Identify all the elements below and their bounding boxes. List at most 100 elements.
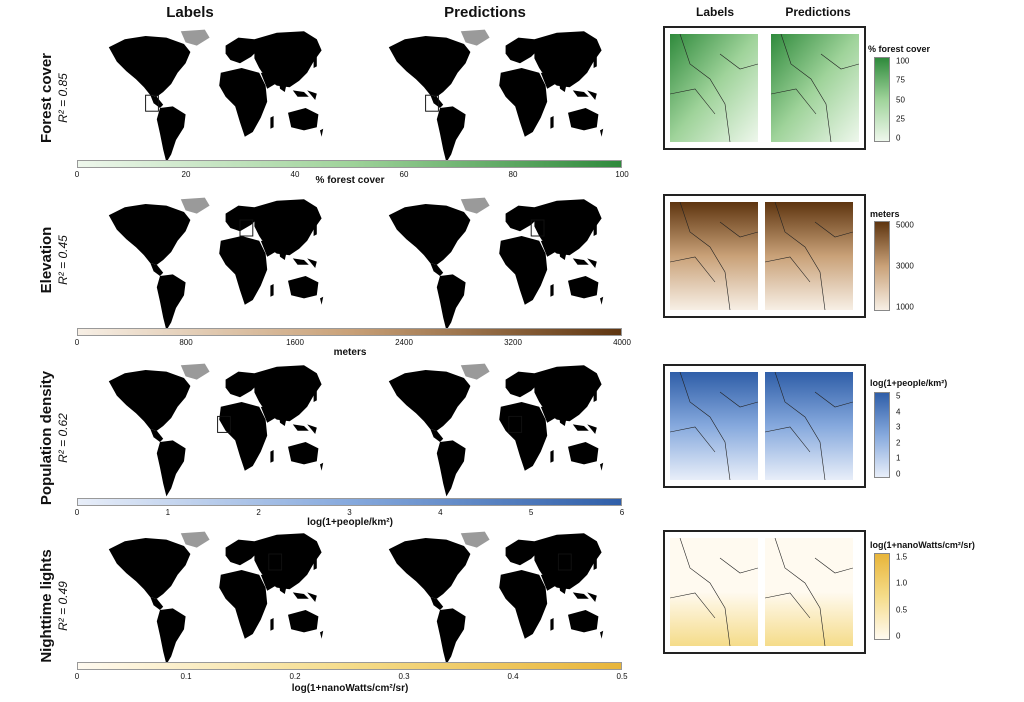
colorbar-tick: 4 xyxy=(438,508,443,517)
elevation-colorbar xyxy=(77,328,622,336)
colorbar-tick: 1600 xyxy=(286,338,304,347)
r2-value: R² = 0.49 xyxy=(56,581,70,631)
lights-legend-bar xyxy=(874,553,890,640)
r2-value: R² = 0.62 xyxy=(56,413,70,463)
colorbar-tick: 0 xyxy=(74,338,80,347)
variable-name: Forest cover xyxy=(38,52,55,144)
colorbar-tick: 3 xyxy=(347,508,352,517)
forest-colorbar xyxy=(77,160,622,168)
legend-tick: 1.0 xyxy=(896,578,908,588)
region-box xyxy=(239,219,254,237)
forest-inset-labels xyxy=(670,34,758,142)
colorbar-tick: 100 xyxy=(615,170,629,179)
elevation-legend-bar xyxy=(874,221,890,311)
row-title-forest: Forest cover R² = 0.85 xyxy=(38,18,78,178)
labels-column-header: Labels xyxy=(166,4,214,21)
legend-tick: 0 xyxy=(896,133,901,143)
lights-inset-labels xyxy=(670,538,758,646)
inset-labels-header: Labels xyxy=(695,5,734,19)
colorbar-tick: 0 xyxy=(74,508,80,517)
legend-tick: 1000 xyxy=(896,302,914,312)
population-legend-title: log(1+people/km²) xyxy=(870,378,948,388)
legend-tick: 1 xyxy=(896,453,901,463)
region-box xyxy=(217,415,231,433)
colorbar-tick: 0.2 xyxy=(289,672,301,681)
colorbar-tick: 2 xyxy=(256,508,261,517)
variable-name: Elevation xyxy=(38,226,55,294)
region-box xyxy=(268,553,283,571)
r2-value: R² = 0.45 xyxy=(56,235,70,285)
colorbar-tick: 0.3 xyxy=(398,672,410,681)
variable-name: Nighttime lights xyxy=(38,549,55,663)
elevation-inset-labels xyxy=(670,202,758,310)
lights-colorbar-label: log(1+nanoWatts/cm²/sr) xyxy=(291,683,409,694)
region-box xyxy=(508,415,523,433)
population-predictions-map xyxy=(388,363,604,497)
population-labels-map xyxy=(108,363,324,497)
colorbar-tick: 40 xyxy=(290,170,300,179)
forest-inset-panel xyxy=(663,26,866,150)
region-box xyxy=(145,94,159,112)
elevation-predictions-map xyxy=(388,197,604,331)
colorbar-tick: 0.4 xyxy=(507,672,519,681)
colorbar-tick: 60 xyxy=(399,170,409,179)
legend-tick: 0 xyxy=(896,469,901,479)
legend-tick: 3000 xyxy=(896,261,914,271)
region-box xyxy=(557,553,572,571)
legend-tick: 25 xyxy=(896,114,905,124)
forest-legend-title: % forest cover xyxy=(868,44,931,54)
colorbar-tick: 4000 xyxy=(613,338,631,347)
region-box xyxy=(425,94,439,112)
elevation-inset-panel xyxy=(663,194,866,318)
lights-inset-predictions xyxy=(765,538,853,646)
legend-tick: 100 xyxy=(896,56,910,66)
colorbar-tick: 0 xyxy=(74,672,80,681)
lights-colorbar xyxy=(77,662,622,670)
colorbar-tick: 1 xyxy=(165,508,171,517)
population-colorbar-label: log(1+people/km²) xyxy=(307,517,393,528)
legend-tick: 50 xyxy=(896,95,905,104)
row-title-population: Population density R² = 0.62 xyxy=(38,358,78,518)
legend-tick: 5000 xyxy=(896,220,914,230)
forest-legend-bar xyxy=(874,57,890,142)
colorbar-tick: 6 xyxy=(619,508,625,517)
colorbar-tick: 0.5 xyxy=(616,672,628,681)
legend-tick: 0.5 xyxy=(896,605,908,615)
row-title-lights: Nighttime lights R² = 0.49 xyxy=(38,526,78,686)
lights-labels-map xyxy=(108,531,324,665)
legend-tick: 0 xyxy=(896,631,901,641)
lights-predictions-map xyxy=(388,531,604,665)
variable-name: Population density xyxy=(38,370,55,506)
legend-tick: 5 xyxy=(896,391,901,401)
row-title-elevation: Elevation R² = 0.45 xyxy=(38,180,78,340)
forest-colorbar-label: % forest cover xyxy=(315,175,385,186)
colorbar-tick: 80 xyxy=(508,170,518,179)
lights-inset-panel xyxy=(663,530,866,654)
elevation-labels-map xyxy=(108,197,324,331)
colorbar-tick: 800 xyxy=(179,338,193,347)
colorbar-tick: 5 xyxy=(528,508,534,517)
population-inset-panel xyxy=(663,364,866,488)
population-colorbar xyxy=(77,498,622,506)
forest-labels-map xyxy=(108,29,324,163)
colorbar-tick: 20 xyxy=(181,170,191,179)
population-inset-labels xyxy=(670,372,758,480)
legend-tick: 4 xyxy=(896,407,901,417)
legend-tick: 75 xyxy=(896,75,905,85)
colorbar-tick: 3200 xyxy=(504,338,522,347)
elevation-colorbar-label: meters xyxy=(333,347,367,358)
forest-inset-predictions xyxy=(771,34,859,142)
population-legend-bar xyxy=(874,392,890,478)
legend-tick: 2 xyxy=(896,438,901,448)
r2-value: R² = 0.85 xyxy=(56,73,70,123)
population-inset-predictions xyxy=(765,372,853,480)
elevation-legend-title: meters xyxy=(870,209,900,219)
predictions-column-header: Predictions xyxy=(444,4,526,21)
colorbar-tick: 2400 xyxy=(395,338,413,347)
legend-tick: 1.5 xyxy=(896,552,908,562)
inset-predictions-header: Predictions xyxy=(785,5,851,19)
colorbar-tick: 0 xyxy=(74,170,80,179)
region-box xyxy=(530,219,545,237)
lights-legend-title: log(1+nanoWatts/cm²/sr) xyxy=(870,540,975,550)
forest-predictions-map xyxy=(388,29,604,163)
